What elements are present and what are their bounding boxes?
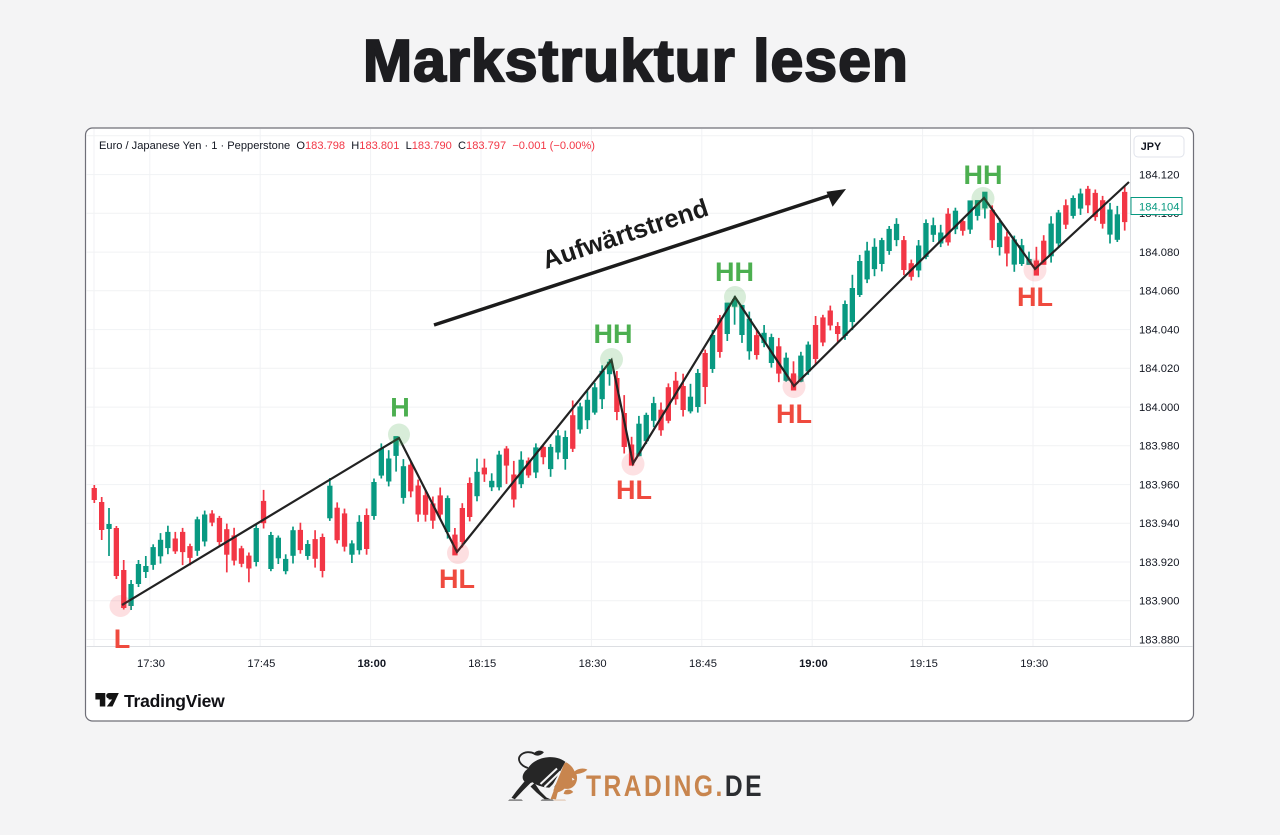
svg-text:Euro / Japanese Yen · 1 · Pepp: Euro / Japanese Yen · 1 · Pepperstone O1… bbox=[99, 140, 595, 152]
svg-text:19:15: 19:15 bbox=[910, 658, 938, 670]
svg-text:18:00: 18:00 bbox=[357, 658, 386, 670]
svg-text:H: H bbox=[390, 393, 410, 423]
svg-text:183.880: 183.880 bbox=[1139, 634, 1179, 646]
svg-text:184.020: 184.020 bbox=[1139, 363, 1179, 375]
svg-text:HH: HH bbox=[594, 319, 633, 349]
svg-text:18:30: 18:30 bbox=[579, 658, 607, 670]
svg-text:184.120: 184.120 bbox=[1139, 169, 1179, 181]
svg-text:HL: HL bbox=[439, 564, 475, 594]
svg-text:184.104: 184.104 bbox=[1139, 201, 1179, 213]
svg-text:184.040: 184.040 bbox=[1139, 324, 1179, 336]
svg-text:HL: HL bbox=[1017, 282, 1053, 312]
svg-text:19:30: 19:30 bbox=[1020, 658, 1048, 670]
svg-text:17:30: 17:30 bbox=[137, 658, 165, 670]
svg-text:184.000: 184.000 bbox=[1139, 402, 1179, 414]
svg-text:HH: HH bbox=[964, 160, 1003, 190]
svg-text:18:45: 18:45 bbox=[689, 658, 717, 670]
svg-text:L: L bbox=[114, 624, 131, 654]
svg-text:184.060: 184.060 bbox=[1139, 286, 1179, 298]
svg-text:TRADING.DE: TRADING.DE bbox=[586, 770, 764, 803]
svg-text:TradingView: TradingView bbox=[124, 691, 225, 711]
svg-text:Markstruktur lesen: Markstruktur lesen bbox=[363, 28, 909, 94]
svg-text:184.080: 184.080 bbox=[1139, 247, 1179, 259]
svg-text:JPY: JPY bbox=[1141, 141, 1162, 153]
svg-text:183.940: 183.940 bbox=[1139, 518, 1179, 530]
svg-text:HH: HH bbox=[715, 257, 754, 287]
svg-text:HL: HL bbox=[776, 399, 812, 429]
svg-text:183.980: 183.980 bbox=[1139, 441, 1179, 453]
svg-text:HL: HL bbox=[616, 475, 652, 505]
svg-text:183.900: 183.900 bbox=[1139, 596, 1179, 608]
svg-text:17:45: 17:45 bbox=[247, 658, 275, 670]
svg-text:18:15: 18:15 bbox=[468, 658, 496, 670]
svg-text:183.920: 183.920 bbox=[1139, 557, 1179, 569]
svg-text:19:00: 19:00 bbox=[799, 658, 828, 670]
svg-text:183.960: 183.960 bbox=[1139, 479, 1179, 491]
